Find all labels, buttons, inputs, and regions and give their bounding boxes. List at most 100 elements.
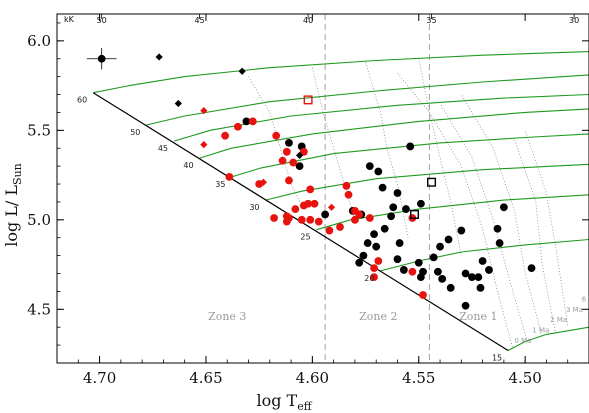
error-bar-point xyxy=(97,54,106,63)
data-point xyxy=(355,210,364,219)
y-axis-title: log L/ LSun xyxy=(2,163,24,247)
data-point xyxy=(297,215,306,224)
evolutionary-track xyxy=(265,163,589,201)
data-point xyxy=(446,283,455,292)
data-point xyxy=(416,199,425,208)
top-axis-tick-label: 40 xyxy=(303,16,313,25)
isochrone-label: 1 Ma xyxy=(532,327,549,335)
data-point xyxy=(321,210,330,219)
data-point xyxy=(429,253,438,262)
y-tick-label: 6.0 xyxy=(27,32,51,50)
data-point xyxy=(285,176,293,185)
data-point-diamond xyxy=(200,107,208,115)
data-point-diamond xyxy=(200,141,208,149)
data-point-diamond xyxy=(327,203,336,211)
evolutionary-track xyxy=(316,194,589,231)
x-axis-title: log Teff xyxy=(256,391,312,413)
data-point xyxy=(282,147,291,156)
chart-labels: 0 Ma1 Ma2 Ma 3 Ma 6 Ma Zone 3 Zone 2 Zone 1 60… xyxy=(77,96,589,363)
data-point xyxy=(242,117,251,126)
data-point xyxy=(387,212,395,221)
track-mass-label: 20 xyxy=(364,274,374,283)
data-point xyxy=(378,183,387,192)
top-axis-tick-label: 50 xyxy=(97,16,107,25)
data-point xyxy=(342,181,351,190)
x-tick-label: 4.70 xyxy=(83,369,116,387)
data-point xyxy=(363,239,372,247)
y-tick-label: 5.5 xyxy=(27,121,51,139)
data-point xyxy=(393,189,402,197)
isochrone-label: 3 Ma xyxy=(566,306,583,314)
isochrone-line xyxy=(312,67,356,220)
data-point xyxy=(314,217,323,226)
data-point xyxy=(306,185,315,194)
axes: 4.70 4.65 4.60 4.55 4.50 4.5 5.0 5.5 6.0 50 45 40 35… xyxy=(27,14,589,387)
data-point xyxy=(355,258,364,267)
data-point xyxy=(474,273,483,281)
data-point xyxy=(468,273,476,281)
x-tick-label: 4.50 xyxy=(508,369,541,387)
data-point xyxy=(365,214,374,222)
data-point xyxy=(270,214,278,222)
data-point xyxy=(306,215,315,224)
y-tick-label: 4.5 xyxy=(27,300,51,318)
evolutionary-track xyxy=(93,51,589,94)
data-point xyxy=(434,267,442,276)
evolutionary-track xyxy=(507,326,589,351)
x-tick-label: 4.60 xyxy=(296,369,329,387)
zone-label: Zone 1 xyxy=(459,310,497,323)
evolutionary-tracks xyxy=(93,51,589,351)
data-point xyxy=(457,226,466,235)
data-point xyxy=(485,266,493,274)
data-point-square xyxy=(427,177,437,187)
data-point xyxy=(365,162,374,171)
top-axis-tick-label: 45 xyxy=(194,16,204,25)
track-mass-label: 15 xyxy=(492,353,502,362)
isochrone-line xyxy=(418,58,462,256)
data-point xyxy=(461,269,470,278)
data-point xyxy=(476,283,485,292)
isochrone-line xyxy=(524,130,569,326)
data-point xyxy=(461,301,470,310)
evolutionary-track xyxy=(146,74,589,126)
data-point xyxy=(372,242,381,251)
data-point xyxy=(416,273,425,281)
data-point xyxy=(374,257,383,265)
data-point xyxy=(233,122,242,131)
data-point-diamond xyxy=(238,67,246,75)
top-axis-unit-label: kK xyxy=(64,15,75,24)
data-point-diamond xyxy=(174,99,182,108)
data-point xyxy=(444,235,453,244)
data-point xyxy=(499,203,508,212)
track-mass-label: 50 xyxy=(130,128,140,137)
data-point xyxy=(436,242,444,251)
data-point xyxy=(493,224,502,233)
track-mass-label: 30 xyxy=(249,203,259,212)
data-point xyxy=(299,201,308,210)
data-point xyxy=(359,251,368,260)
data-point-diamond xyxy=(155,53,163,61)
data-point-diamond xyxy=(259,178,268,186)
data-point xyxy=(393,255,402,264)
data-point xyxy=(285,138,293,147)
data-point xyxy=(370,273,378,281)
data-point xyxy=(299,147,308,156)
data-point xyxy=(414,258,423,267)
top-axis-tick-label: 30 xyxy=(569,16,579,25)
data-point xyxy=(225,172,234,181)
data-point xyxy=(289,158,298,167)
data-point xyxy=(248,117,257,126)
plot-frame xyxy=(56,13,589,364)
evolutionary-track xyxy=(199,108,589,159)
data-point xyxy=(351,215,359,224)
data-point xyxy=(438,274,447,283)
data-point xyxy=(374,167,383,176)
isochrone-line xyxy=(514,139,556,331)
data-point xyxy=(295,162,304,171)
track-mass-label: 45 xyxy=(158,144,168,153)
data-point xyxy=(221,131,230,140)
data-point xyxy=(527,264,536,273)
isochrone-label: 2 Ma xyxy=(550,316,567,324)
x-tick-label: 4.65 xyxy=(189,369,222,387)
